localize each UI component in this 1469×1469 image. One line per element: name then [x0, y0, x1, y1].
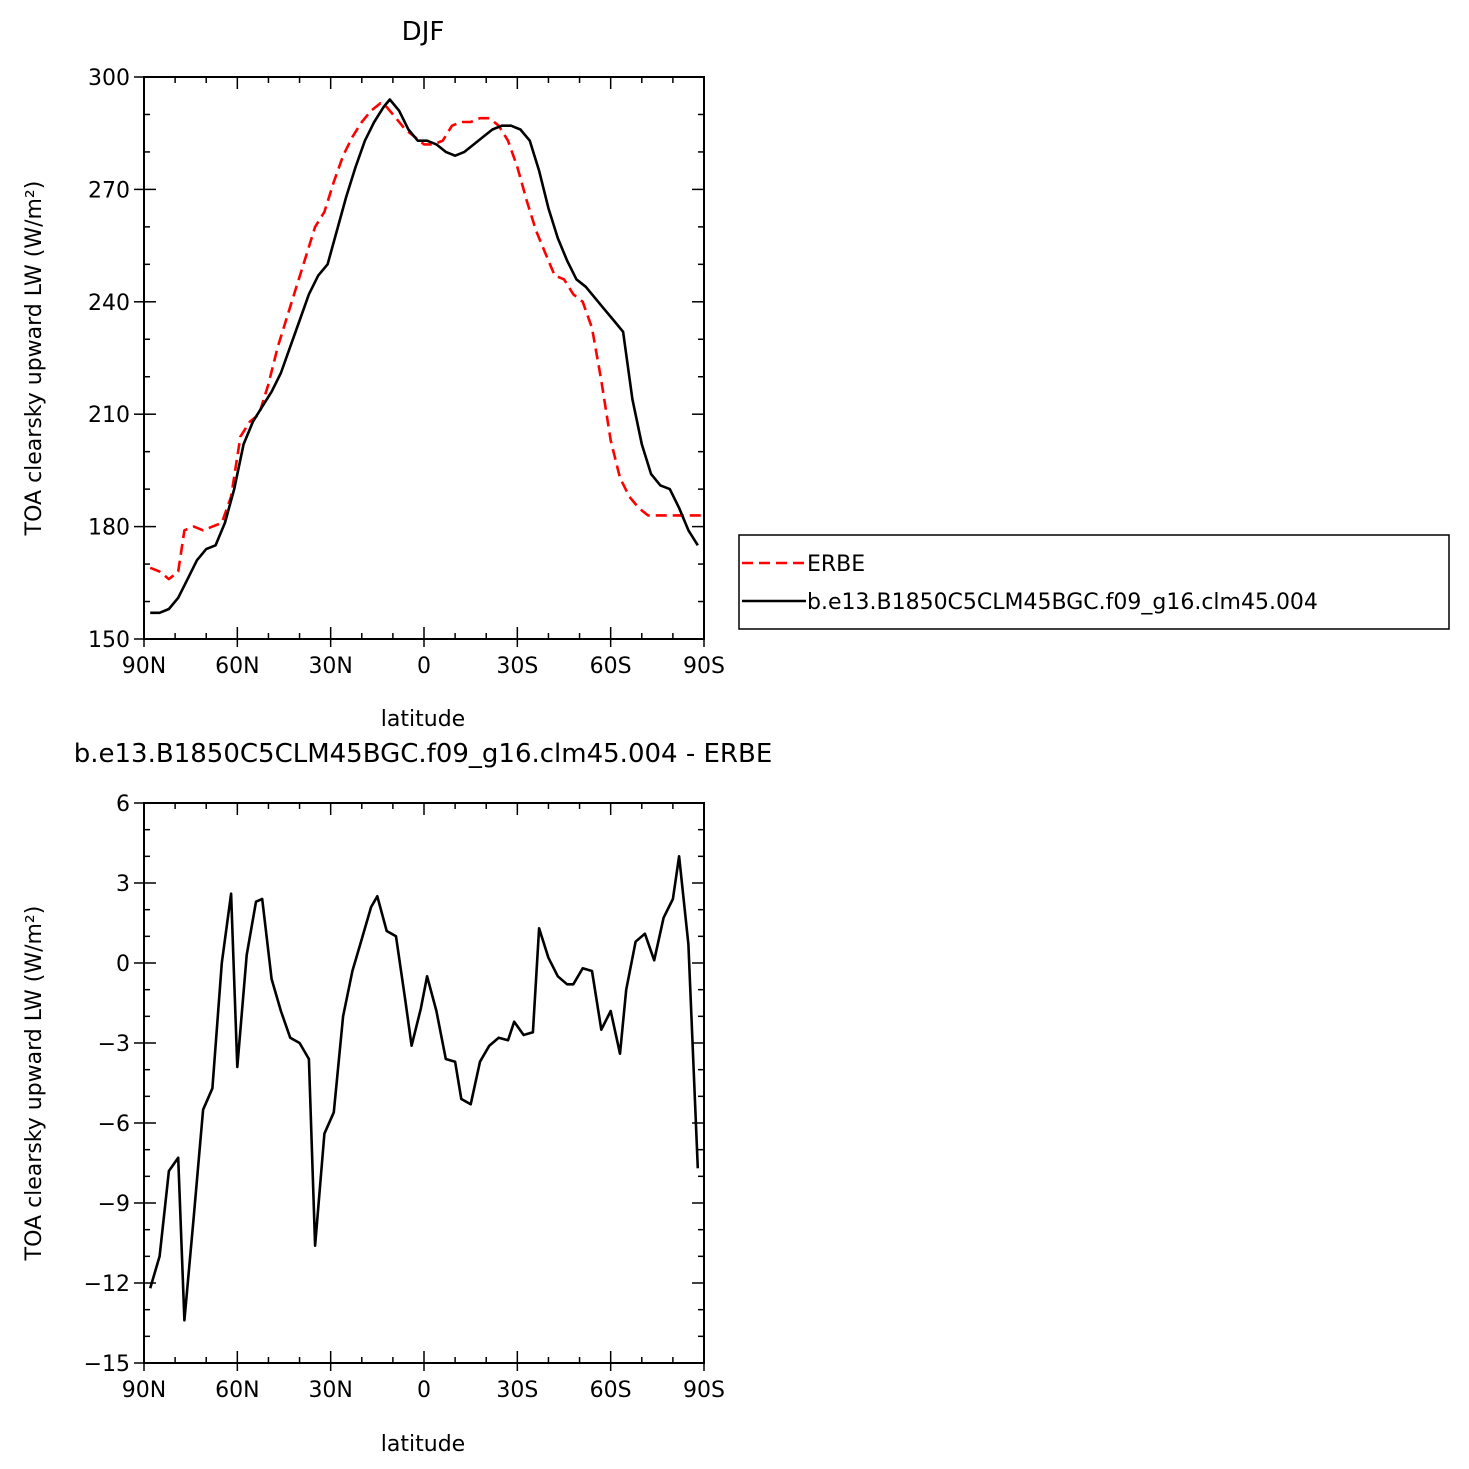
- chart-difference: b.e13.B1850C5CLM45BGC.f09_g16.clm45.004 …: [22, 739, 772, 1457]
- x-tick-label: 90S: [683, 1378, 725, 1403]
- y-tick-label: 6: [116, 792, 130, 817]
- x-tick-label: 30S: [496, 654, 538, 679]
- x-tick-label: 30N: [308, 654, 352, 679]
- y-tick-label: −9: [98, 1192, 130, 1217]
- y-tick-label: 0: [116, 952, 130, 977]
- x-tick-label: 30S: [496, 1378, 538, 1403]
- series-line: [150, 98, 699, 615]
- plot-area: 90N 60N 30N 0 30S 60S 90S 150 180 210 240 270 300: [88, 66, 725, 679]
- x-tick-label: 60S: [590, 654, 632, 679]
- y-tick-label: 240: [88, 291, 130, 316]
- y-tick-label: 270: [88, 178, 130, 203]
- x-tick-label: 30N: [308, 1378, 352, 1403]
- y-tick-label: 210: [88, 403, 130, 428]
- legend-label-erbe: ERBE: [807, 552, 865, 577]
- y-tick-label: −6: [98, 1112, 130, 1137]
- y-tick-label: −15: [84, 1352, 130, 1377]
- x-tick-label: 60N: [215, 654, 259, 679]
- x-tick-label: 0: [417, 1378, 431, 1403]
- y-tick-label: 180: [88, 516, 130, 541]
- y-tick-label: 3: [116, 872, 130, 897]
- plot-frame: [143, 76, 705, 640]
- x-tick-label: 0: [417, 654, 431, 679]
- series-line: [149, 101, 701, 581]
- series-line: [148, 854, 700, 1322]
- y-tick-label: −3: [98, 1032, 130, 1057]
- plot-frame: [143, 802, 705, 1364]
- y-axis-label: TOA clearsky upward LW (W/m²): [22, 906, 47, 1262]
- x-tick-label: 90S: [683, 654, 725, 679]
- plot-area: 90N 60N 30N 0 30S 60S 90S −15 −12 −9 −6 −3 0 3 6: [84, 792, 725, 1403]
- x-tick-label: 90N: [122, 654, 166, 679]
- x-tick-label: 60S: [590, 1378, 632, 1403]
- chart-djf: DJF 90N 60N 30N 0 30S 60S 90S 150 180 210 240 270 30…: [22, 17, 1450, 732]
- y-tick-label: −12: [84, 1272, 130, 1297]
- chart-title: DJF: [402, 17, 445, 47]
- legend-box: [738, 534, 1450, 630]
- legend-label-model: b.e13.B1850C5CLM45BGC.f09_g16.clm45.004: [807, 590, 1318, 615]
- x-tick-label: 90N: [122, 1378, 166, 1403]
- y-tick-label: 150: [88, 628, 130, 653]
- legend: ERBE b.e13.B1850C5CLM45BGC.f09_g16.clm45…: [738, 534, 1450, 630]
- x-axis-label: latitude: [381, 707, 465, 732]
- x-axis-label: latitude: [381, 1432, 465, 1457]
- chart-title: b.e13.B1850C5CLM45BGC.f09_g16.clm45.004 …: [74, 739, 773, 769]
- y-tick-label: 300: [88, 66, 130, 91]
- y-axis-label: TOA clearsky upward LW (W/m²): [22, 181, 47, 537]
- x-tick-label: 60N: [215, 1378, 259, 1403]
